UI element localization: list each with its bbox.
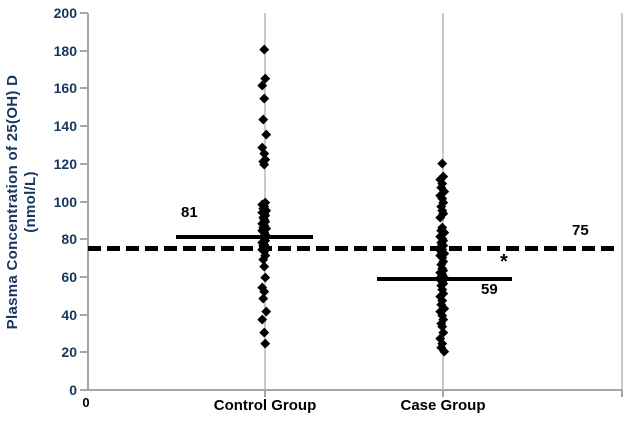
control-mean-line xyxy=(176,235,313,240)
data-point xyxy=(259,94,270,104)
data-point xyxy=(258,114,269,124)
y-tick-label-180: 180 xyxy=(53,42,77,59)
y-tick-mark-100 xyxy=(80,200,88,203)
data-point xyxy=(259,261,269,272)
significance-star: * xyxy=(500,251,508,273)
y-tick-mark-180 xyxy=(80,49,88,52)
x-tick-case xyxy=(442,390,444,397)
y-tick-mark-80 xyxy=(80,238,88,241)
data-point xyxy=(261,129,271,140)
y-tick-mark-140 xyxy=(80,125,88,128)
x-tick-right xyxy=(621,390,623,397)
data-point xyxy=(259,45,269,55)
reference-line-dashed xyxy=(88,246,618,252)
gridline-right-border xyxy=(621,13,623,390)
y-tick-mark-20 xyxy=(80,351,88,354)
data-point xyxy=(437,158,447,168)
y-tick-label-140: 140 xyxy=(53,118,77,135)
y-tick-label-100: 100 xyxy=(53,193,77,210)
y-tick-label-80: 80 xyxy=(61,231,77,248)
y-tick-label-200: 200 xyxy=(53,5,77,21)
data-point xyxy=(259,327,269,337)
y-tick-label-60: 60 xyxy=(61,268,77,285)
y-tick-mark-60 xyxy=(80,275,88,278)
data-point xyxy=(258,293,269,304)
x-label-case-group: Case Group xyxy=(400,397,486,414)
y-tick-mark-120 xyxy=(80,162,88,165)
x-origin-label: 0 xyxy=(82,395,90,410)
case-mean-line xyxy=(377,276,512,281)
y-tick-mark-160 xyxy=(80,87,88,90)
y-tick-label-20: 20 xyxy=(61,344,77,361)
reference-line-value-label: 75 xyxy=(572,222,589,239)
y-tick-label-0: 0 xyxy=(69,382,77,398)
y-tick-label-160: 160 xyxy=(53,80,77,97)
y-tick-label-120: 120 xyxy=(53,155,77,172)
data-point xyxy=(260,273,271,283)
x-axis-line xyxy=(87,389,623,391)
y-tick-label-40: 40 xyxy=(61,306,77,323)
y-axis-line xyxy=(87,13,89,390)
data-point xyxy=(260,339,270,349)
control-mean-value-label: 81 xyxy=(181,204,198,221)
y-tick-mark-0 xyxy=(80,389,88,391)
y-tick-mark-200 xyxy=(80,12,88,14)
case-mean-value-label: 59 xyxy=(481,281,498,298)
x-tick-control xyxy=(264,390,266,397)
y-tick-mark-40 xyxy=(80,313,88,316)
x-label-control-group: Control Group xyxy=(213,397,317,414)
y-axis-title-line1: Plasma Concentration of 25(OH) D xyxy=(4,74,21,329)
